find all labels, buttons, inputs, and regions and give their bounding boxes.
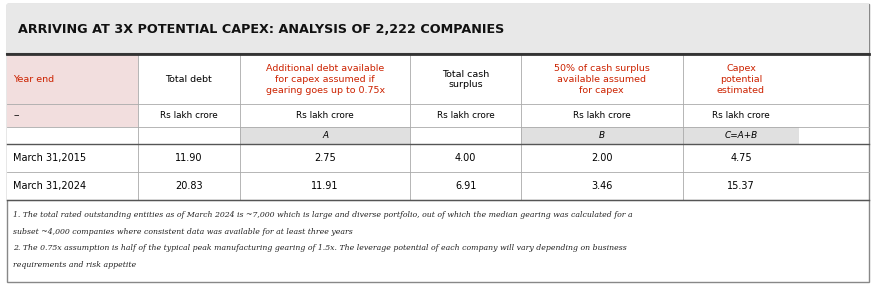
FancyBboxPatch shape (520, 54, 682, 104)
Text: --: -- (13, 111, 19, 120)
FancyBboxPatch shape (138, 172, 240, 200)
FancyBboxPatch shape (682, 104, 799, 127)
Text: subset ~4,000 companies where consistent data was available for at least three y: subset ~4,000 companies where consistent… (13, 228, 353, 236)
FancyBboxPatch shape (240, 144, 411, 172)
Text: Rs lakh crore: Rs lakh crore (573, 111, 631, 120)
Text: 20.83: 20.83 (175, 181, 202, 191)
Text: Total cash
surplus: Total cash surplus (442, 69, 489, 89)
FancyBboxPatch shape (411, 144, 520, 172)
Text: 3.46: 3.46 (591, 181, 612, 191)
FancyBboxPatch shape (411, 104, 520, 127)
Text: 4.75: 4.75 (731, 153, 752, 163)
FancyBboxPatch shape (411, 54, 520, 104)
FancyBboxPatch shape (7, 4, 869, 54)
Text: 2.00: 2.00 (591, 153, 612, 163)
Text: 2. The 0.75x assumption is half of the typical peak manufacturing gearing of 1.5: 2. The 0.75x assumption is half of the t… (13, 244, 627, 252)
FancyBboxPatch shape (682, 127, 799, 144)
Text: March 31,2015: March 31,2015 (13, 153, 86, 163)
Text: Rs lakh crore: Rs lakh crore (437, 111, 494, 120)
Text: 11.90: 11.90 (175, 153, 202, 163)
FancyBboxPatch shape (682, 54, 799, 104)
Text: Additional debt available
for capex assumed if
gearing goes up to 0.75x: Additional debt available for capex assu… (265, 64, 385, 95)
Text: 1. The total rated outstanding entities as of March 2024 is ~7,000 which is larg: 1. The total rated outstanding entities … (13, 211, 632, 219)
FancyBboxPatch shape (520, 172, 682, 200)
Text: B: B (598, 131, 604, 140)
Text: C=A+B: C=A+B (724, 131, 758, 140)
FancyBboxPatch shape (682, 172, 799, 200)
Text: Capex
potential
estimated: Capex potential estimated (717, 64, 765, 95)
FancyBboxPatch shape (138, 54, 240, 104)
Text: A: A (322, 131, 328, 140)
Text: 50% of cash surplus
available assumed
for capex: 50% of cash surplus available assumed fo… (554, 64, 650, 95)
Text: Rs lakh crore: Rs lakh crore (712, 111, 770, 120)
Text: Total debt: Total debt (166, 75, 212, 84)
FancyBboxPatch shape (240, 127, 411, 144)
FancyBboxPatch shape (520, 144, 682, 172)
Text: Rs lakh crore: Rs lakh crore (296, 111, 354, 120)
Text: 6.91: 6.91 (455, 181, 477, 191)
FancyBboxPatch shape (7, 127, 138, 144)
FancyBboxPatch shape (7, 144, 138, 172)
FancyBboxPatch shape (7, 104, 138, 127)
FancyBboxPatch shape (411, 172, 520, 200)
Text: 15.37: 15.37 (727, 181, 755, 191)
FancyBboxPatch shape (520, 104, 682, 127)
FancyBboxPatch shape (240, 54, 411, 104)
FancyBboxPatch shape (138, 144, 240, 172)
Text: ARRIVING AT 3X POTENTIAL CAPEX: ANALYSIS OF 2,222 COMPANIES: ARRIVING AT 3X POTENTIAL CAPEX: ANALYSIS… (18, 23, 504, 36)
Text: Rs lakh crore: Rs lakh crore (160, 111, 218, 120)
FancyBboxPatch shape (7, 4, 869, 282)
Text: 11.91: 11.91 (311, 181, 339, 191)
Text: 2.75: 2.75 (314, 153, 336, 163)
Text: requirements and risk appetite: requirements and risk appetite (13, 261, 137, 269)
FancyBboxPatch shape (7, 172, 138, 200)
FancyBboxPatch shape (240, 104, 411, 127)
Text: March 31,2024: March 31,2024 (13, 181, 86, 191)
FancyBboxPatch shape (240, 172, 411, 200)
FancyBboxPatch shape (520, 127, 682, 144)
FancyBboxPatch shape (138, 104, 240, 127)
FancyBboxPatch shape (411, 127, 520, 144)
Text: 4.00: 4.00 (455, 153, 477, 163)
FancyBboxPatch shape (7, 54, 138, 104)
FancyBboxPatch shape (138, 127, 240, 144)
FancyBboxPatch shape (682, 144, 799, 172)
Text: Year end: Year end (13, 75, 54, 84)
